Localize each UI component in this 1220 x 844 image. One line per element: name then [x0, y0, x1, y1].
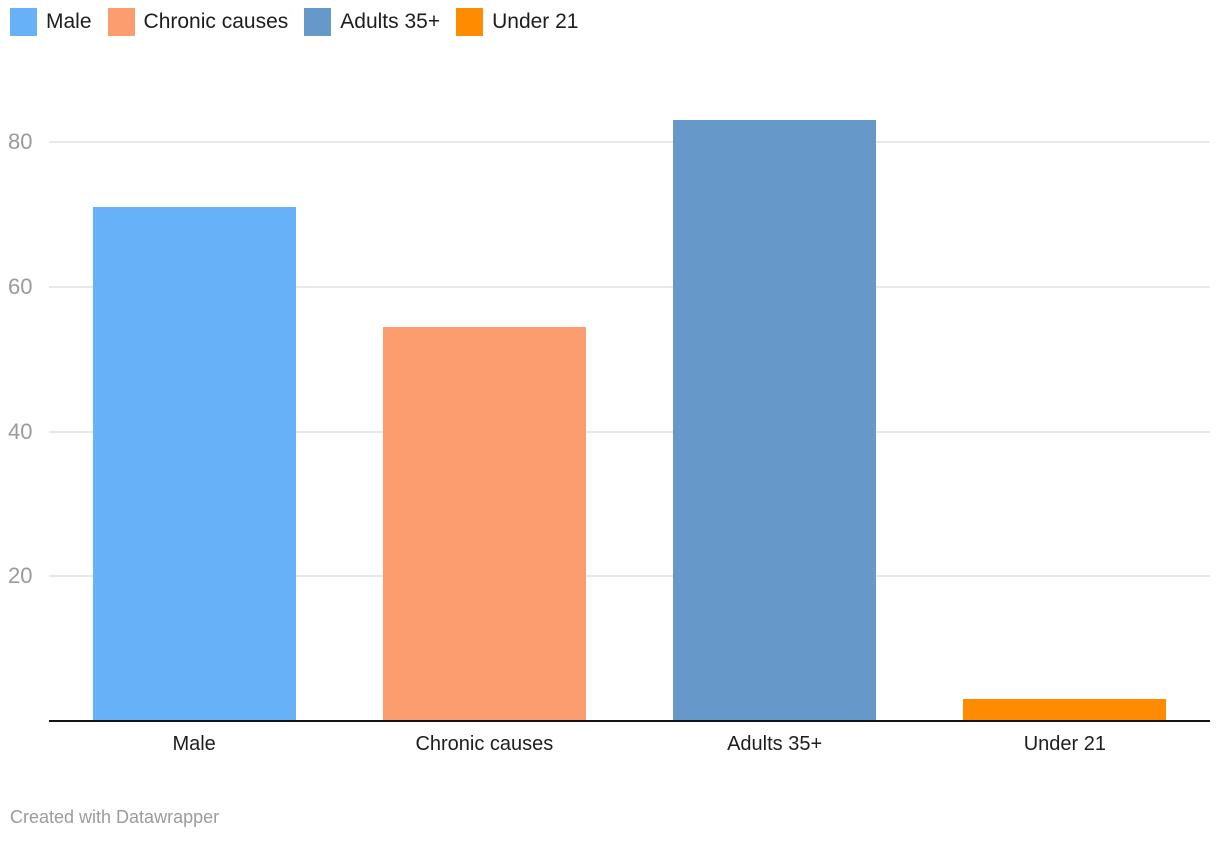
legend-label-adults-35: Adults 35+ [340, 10, 441, 33]
legend-swatch-male [10, 8, 37, 36]
y-tick-label-80: 80 [8, 129, 33, 154]
gridline-60 [49, 285, 1210, 288]
bar-chronic-causes[interactable] [382, 326, 586, 721]
legend-item-chronic-causes: Chronic causes [107, 8, 289, 36]
y-tick-label-20: 20 [8, 563, 33, 589]
x-category-label-adults-35: Adults 35+ [727, 733, 823, 755]
bar-adults-35[interactable] [673, 120, 877, 721]
gridline-40 [49, 430, 1210, 433]
gridline-20 [49, 575, 1210, 578]
legend-swatch-under-21 [456, 8, 484, 36]
legend-label-male: Male [46, 10, 92, 33]
x-category-label-male: Male [172, 733, 216, 755]
y-tick-label-60: 60 [8, 273, 33, 299]
x-category-label-under-21: Under 21 [1023, 733, 1107, 755]
datawrapper-credit-link[interactable]: Created with Datawrapper [10, 807, 220, 827]
legend-item-under-21: Under 21 [456, 8, 578, 36]
bar-male[interactable] [92, 207, 296, 721]
x-axis-line [49, 720, 1210, 722]
gridline-80 [49, 141, 1210, 143]
bar-under-21[interactable] [963, 699, 1167, 721]
legend-swatch-adults-35 [304, 8, 332, 36]
legend-label-under-21: Under 21 [492, 10, 579, 33]
legend-item-adults-35: Adults 35+ [304, 8, 440, 36]
legend-item-male: Male [10, 8, 92, 36]
legend-swatch-chronic-causes [107, 8, 135, 36]
legend-label-chronic-causes: Chronic causes [143, 10, 289, 33]
legend: Male Chronic causes Adults 35+ Under 21 [10, 8, 578, 36]
x-category-label-chronic-causes: Chronic causes [415, 733, 554, 755]
y-tick-label-40: 40 [8, 418, 33, 444]
